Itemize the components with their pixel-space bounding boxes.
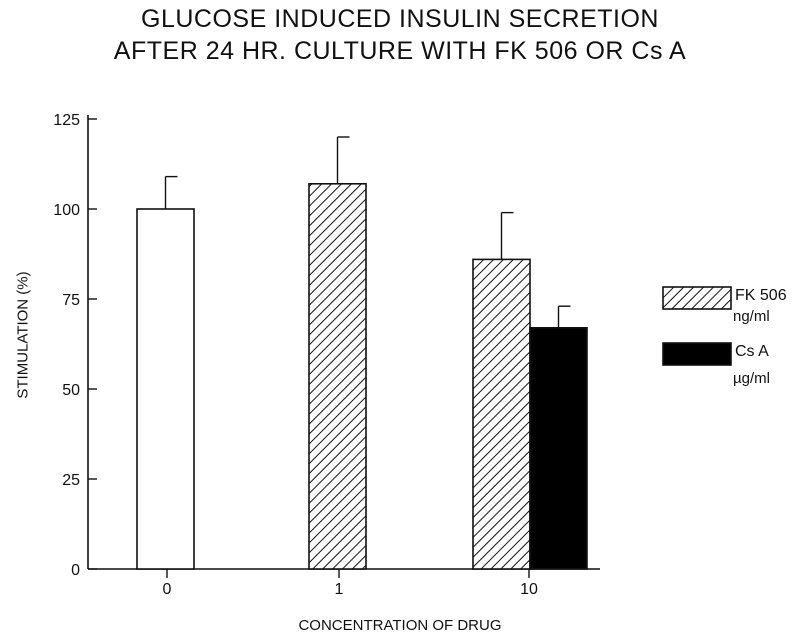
bars (136, 136, 588, 570)
legend-unit-fk506: ng/ml (733, 308, 770, 325)
y-tick-label: 125 (53, 112, 80, 129)
legend-label-csa: Cs A (735, 343, 769, 360)
legend-swatches (662, 286, 732, 366)
x-axis-label: CONCENTRATION OF DRUG (298, 617, 502, 634)
bar-control (136, 208, 195, 570)
x-tick-label: 0 (163, 581, 172, 598)
y-tick-label: 0 (71, 562, 80, 579)
bar-fk506-10 (472, 258, 531, 570)
y-axis-label: STIMULATION (%) (14, 271, 32, 399)
x-tick-label: 1 (335, 581, 344, 598)
bar-fk506-1 (308, 183, 367, 570)
y-tick-label: 25 (62, 472, 80, 489)
chart-title-line-2: AFTER 24 HR. CULTURE WITH FK 506 OR Cs A (113, 37, 687, 65)
chart-title-line-1: GLUCOSE INDUCED INSULIN SECRETION (141, 5, 659, 33)
legend-label-fk506: FK 506 (735, 287, 787, 304)
y-tick-label: 75 (62, 292, 80, 309)
legend-unit-csa: µg/ml (733, 370, 770, 387)
y-tick-label: 50 (62, 382, 80, 399)
y-tick-label: 100 (53, 202, 80, 219)
x-tick-label: 10 (520, 581, 538, 598)
bar-csa-10 (529, 326, 588, 570)
legend-swatch-fk506 (662, 286, 732, 310)
legend-swatch-csa (662, 342, 732, 366)
